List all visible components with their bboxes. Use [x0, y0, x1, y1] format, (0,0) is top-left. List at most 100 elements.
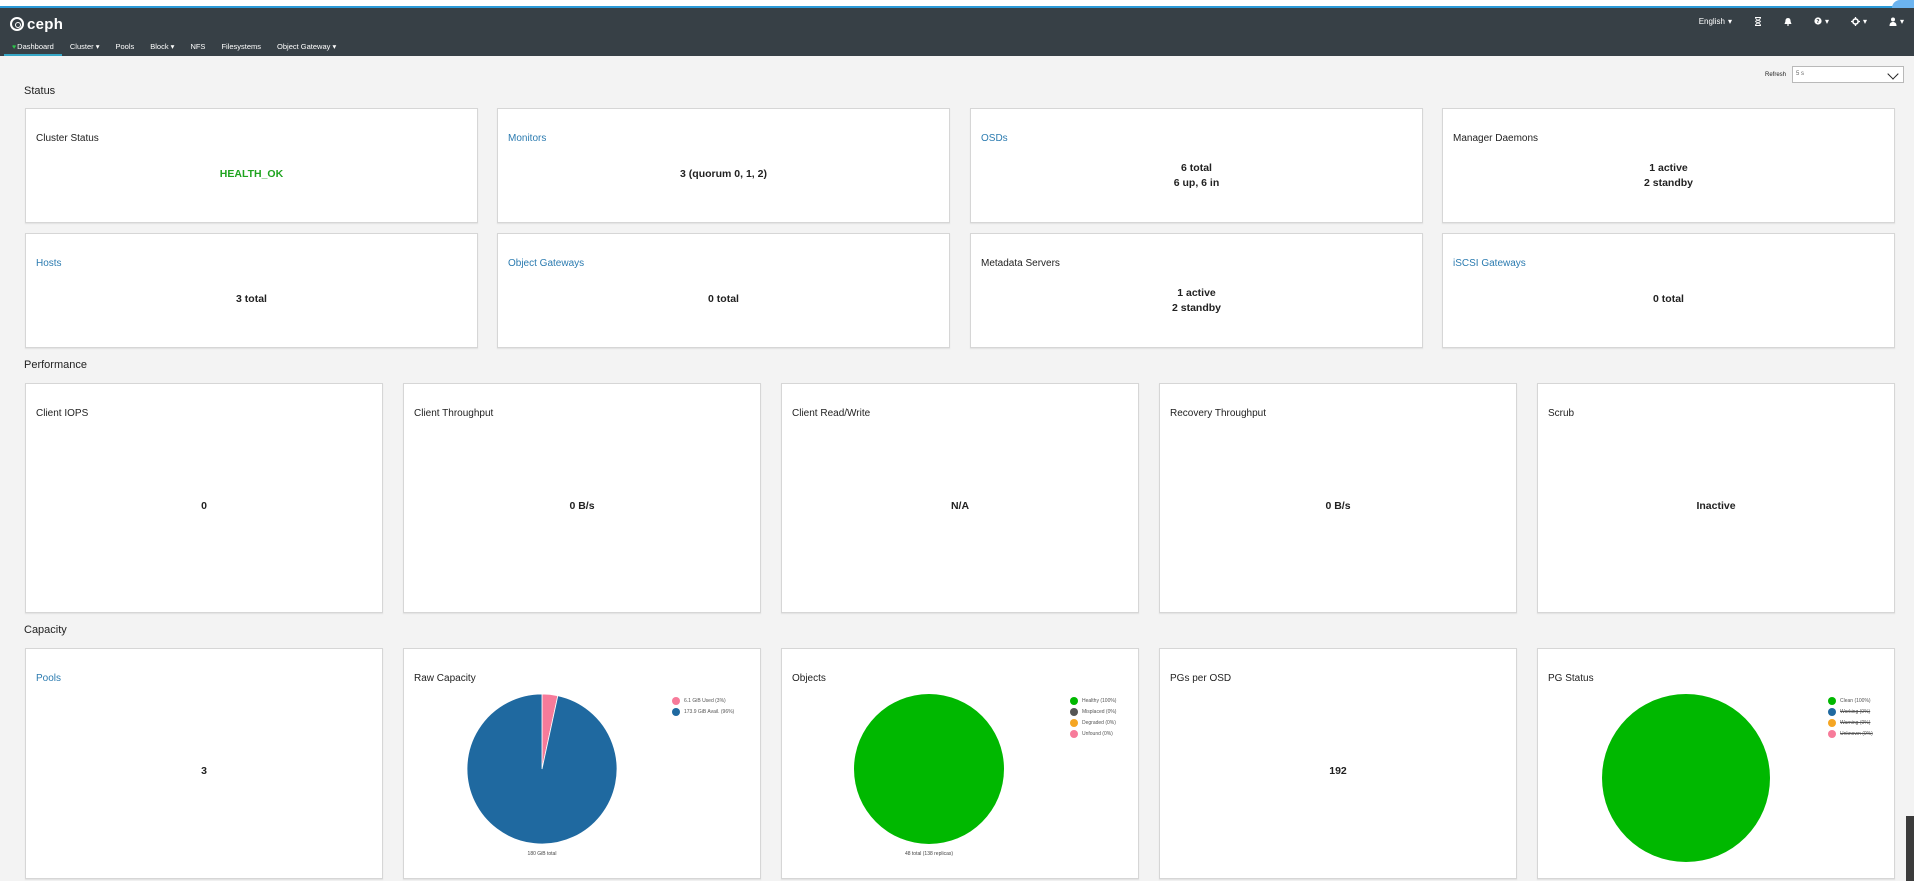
legend-item-clean[interactable]: Clean (100%) — [1828, 695, 1873, 706]
language-selector[interactable]: English ▾ — [1699, 17, 1732, 26]
pg-status-legend: Clean (100%) Working (0%) Warning (0%) U… — [1828, 695, 1873, 739]
card-objects: Objects 48 total (138 replicas) Healthy … — [781, 648, 1139, 879]
osds-up-in: 6 up, 6 in — [1173, 177, 1220, 189]
nav-cluster[interactable]: Cluster ▾ — [69, 42, 100, 51]
legend-label: Clean (100%) — [1840, 697, 1871, 704]
legend-item-healthy[interactable]: Healthy (100%) — [1070, 695, 1116, 706]
legend-item-used[interactable]: 6.1 GiB Used (3%) — [672, 695, 734, 706]
card-osds: OSDs 6 total 6 up, 6 in — [970, 108, 1423, 223]
svg-text:?: ? — [1816, 19, 1819, 25]
mds-standby: 2 standby — [1171, 302, 1221, 314]
client-read-write-value: N/A — [950, 500, 970, 512]
nav-block[interactable]: Block ▾ — [150, 42, 175, 51]
nav-object-gateway[interactable]: Object Gateway ▾ — [277, 42, 337, 51]
navbar: ceph English ▾ ? ▾ ▾ ▾ ♥Dashboard Cluste… — [0, 8, 1914, 56]
legend-label: Unfound (0%) — [1082, 730, 1113, 737]
pools-value: 3 — [201, 765, 207, 777]
card-raw-capacity: Raw Capacity 180 GiB total 6.1 GiB Used … — [403, 648, 761, 879]
card-object-gateways: Object Gateways 0 total — [497, 233, 950, 348]
recovery-throughput-value: 0 B/s — [1325, 500, 1351, 512]
ceph-logo-icon — [10, 17, 24, 31]
nav-dashboard[interactable]: ♥Dashboard — [4, 38, 62, 56]
scrollbar-thumb[interactable] — [1906, 816, 1914, 881]
legend-dot — [672, 696, 680, 705]
language-label: English — [1698, 16, 1725, 26]
nav-nfs[interactable]: NFS — [190, 42, 206, 51]
legend-item-unknown[interactable]: Unknown (0%) — [1828, 728, 1873, 739]
legend-label: Unknown (0%) — [1840, 730, 1873, 737]
legend-item-unfound[interactable]: Unfound (0%) — [1070, 728, 1116, 739]
nav-pools[interactable]: Pools — [115, 42, 135, 51]
legend-label: Healthy (100%) — [1082, 697, 1117, 704]
card-cluster-status: Cluster Status HEALTH_OK — [25, 108, 478, 223]
refresh-value: 5 s — [1796, 71, 1805, 77]
raw-capacity-caption: 180 GiB total — [527, 851, 557, 857]
card-title: Cluster Status — [36, 133, 99, 144]
legend-label: 173.9 GiB Avail. (96%) — [684, 708, 735, 715]
hourglass-icon[interactable] — [1754, 16, 1762, 26]
hosts-link[interactable]: Hosts — [36, 258, 62, 269]
settings-menu[interactable]: ▾ — [1850, 16, 1867, 26]
mds-active: 1 active — [1177, 287, 1216, 299]
monitors-value: 3 (quorum 0, 1, 2) — [680, 168, 767, 180]
iscsi-gateways-link[interactable]: iSCSI Gateways — [1453, 258, 1526, 269]
legend-item-working[interactable]: Working (0%) — [1828, 706, 1873, 717]
raw-capacity-legend: 6.1 GiB Used (3%) 173.9 GiB Avail. (96%) — [672, 695, 734, 717]
legend-dot — [1828, 718, 1836, 727]
card-pools: Pools 3 — [25, 648, 383, 879]
card-client-throughput: Client Throughput 0 B/s — [403, 383, 761, 613]
card-hosts: Hosts 3 total — [25, 233, 478, 348]
section-title-performance: Performance — [24, 359, 87, 371]
bell-icon[interactable] — [1784, 17, 1792, 26]
pie-slice-1[interactable] — [466, 693, 618, 845]
pie-slice-0[interactable] — [1602, 694, 1770, 862]
question-circle-icon: ? — [1814, 17, 1822, 25]
card-title: Raw Capacity — [414, 673, 476, 684]
card-metadata-servers: Metadata Servers 1 active 2 standby — [970, 233, 1423, 348]
card-title: PGs per OSD — [1170, 673, 1232, 684]
card-title: Manager Daemons — [1453, 133, 1539, 144]
card-title: Client IOPS — [36, 408, 89, 419]
card-title: Objects — [792, 673, 826, 684]
section-title-capacity: Capacity — [24, 624, 67, 636]
card-pgs-per-osd: PGs per OSD 192 — [1159, 648, 1517, 879]
legend-dot — [1828, 729, 1836, 738]
legend-label: 6.1 GiB Used (3%) — [684, 697, 726, 704]
legend-dot — [1828, 696, 1836, 705]
corner-indicator — [1892, 0, 1914, 8]
objects-caption: 48 total (138 replicas) — [904, 851, 954, 857]
iscsi-gateways-value: 0 total — [1653, 293, 1684, 305]
object-gateways-link[interactable]: Object Gateways — [508, 258, 585, 269]
pgs-per-osd-value: 192 — [1329, 765, 1347, 777]
legend-item-avail[interactable]: 173.9 GiB Avail. (96%) — [672, 706, 734, 717]
caret-down-icon: ▾ — [1862, 16, 1867, 26]
legend-item-warning[interactable]: Warning (0%) — [1828, 717, 1873, 728]
user-menu[interactable]: ▾ — [1889, 17, 1904, 26]
legend-item-misplaced[interactable]: Misplaced (0%) — [1070, 706, 1116, 717]
card-client-iops: Client IOPS 0 — [25, 383, 383, 613]
refresh-select[interactable]: 5 s — [1792, 66, 1905, 83]
card-title: Metadata Servers — [981, 258, 1060, 269]
monitors-link[interactable]: Monitors — [508, 133, 547, 144]
pools-link[interactable]: Pools — [36, 673, 62, 684]
osds-total: 6 total — [1181, 162, 1212, 174]
nav-dashboard-label: Dashboard — [17, 42, 54, 51]
browser-top-strip — [0, 0, 1914, 8]
utility-bar: English ▾ ? ▾ ▾ ▾ — [1699, 13, 1904, 29]
objects-legend: Healthy (100%) Misplaced (0%) Degraded (… — [1070, 695, 1116, 739]
refresh-label: Refresh — [1765, 71, 1787, 78]
legend-dot — [1828, 707, 1836, 716]
osds-link[interactable]: OSDs — [981, 133, 1008, 144]
brand-logo[interactable]: ceph — [10, 16, 63, 33]
nav-filesystems[interactable]: Filesystems — [221, 42, 262, 51]
card-manager-daemons: Manager Daemons 1 active 2 standby — [1442, 108, 1895, 223]
caret-down-icon: ▾ — [1899, 16, 1904, 26]
pie-slice-0[interactable] — [854, 694, 1004, 844]
legend-item-degraded[interactable]: Degraded (0%) — [1070, 717, 1116, 728]
objects-pie — [854, 694, 1004, 844]
object-gateways-value: 0 total — [708, 293, 739, 305]
help-menu[interactable]: ? ▾ — [1814, 17, 1829, 26]
card-title: Client Read/Write — [792, 408, 871, 419]
card-iscsi-gateways: iSCSI Gateways 0 total — [1442, 233, 1895, 348]
card-title: Client Throughput — [414, 408, 494, 419]
